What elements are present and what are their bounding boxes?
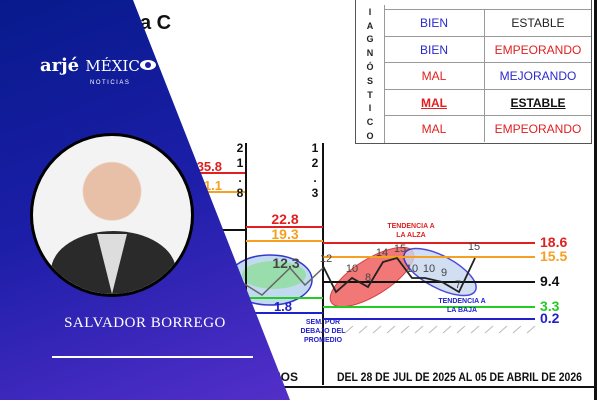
series-label: 14 (376, 247, 388, 259)
vertical-label: 8 (237, 186, 244, 200)
mid-orange-value: 19.3 (271, 226, 298, 242)
vertical-label: . (313, 171, 316, 185)
trend-cell: EMPEORANDO (494, 122, 582, 137)
mid-low-value: 1.8 (274, 299, 292, 314)
trend-cell: ESTABLE (510, 95, 566, 110)
x-tick-label (526, 325, 536, 334)
downtrend-annotation: TENDENCIA A (438, 298, 485, 305)
series-label: 7 (455, 279, 461, 291)
right-red-value: 18.6 (540, 234, 567, 250)
uptrend-ellipse (329, 246, 415, 308)
x-tick-label (456, 325, 466, 334)
series-label: 8 (365, 272, 371, 284)
side-letter: G (366, 34, 374, 45)
left-orange-value: 1.1 (204, 178, 222, 193)
series-label: 12 (320, 253, 332, 265)
table-row: BIEN EMPEORANDO (384, 35, 591, 63)
series-label: 15 (394, 243, 406, 255)
vertical-label: 1 (312, 141, 319, 155)
x-tick-label (400, 325, 410, 334)
uptrend-annotation: TENDENCIA A (387, 223, 434, 230)
x-tick-label (358, 325, 368, 334)
x-tick-label (498, 325, 508, 334)
series-line (229, 266, 324, 296)
side-letter: I (368, 6, 372, 17)
side-letter: Ó (366, 62, 374, 73)
vertical-label: 1 (237, 156, 244, 170)
eye-icon (139, 60, 156, 70)
x-tick-label (470, 325, 480, 334)
series-label: 10 (423, 263, 435, 275)
header-fragment: a C (140, 12, 172, 34)
below-mean-annotation: DEBAJO DEL (300, 328, 346, 335)
left-red-value: 35.8 (197, 159, 222, 174)
vertical-label: 2 (237, 141, 244, 155)
series-label: 15 (468, 241, 480, 253)
side-letter: I (368, 103, 372, 114)
x-tick-label (372, 325, 382, 334)
mid-red-value: 22.8 (271, 211, 298, 227)
x-tick-label (428, 325, 438, 334)
right-blue-value: 0.2 (540, 310, 560, 326)
side-letter: O (366, 131, 374, 142)
series-line (322, 256, 476, 294)
table-row: MAL EMPEORANDO (384, 115, 591, 143)
status-cell: BIEN (384, 36, 485, 63)
x-tick-label (344, 325, 354, 334)
series-label: 9 (441, 267, 447, 279)
below-mean-annotation: PROMEDIO (304, 337, 343, 344)
table-right-border (594, 0, 597, 400)
uptrend-annotation: LA ALZA (396, 232, 425, 239)
trend-cell: MEJORANDO (499, 69, 577, 84)
x-tick-label (484, 325, 494, 334)
trend-cell: ESTABLE (511, 16, 565, 30)
side-letter: T (367, 89, 373, 100)
below-mean-annotation: SEM. POR (306, 319, 340, 326)
series-label: 10 (346, 263, 358, 275)
status-cell: MAL (384, 63, 485, 90)
trend-cell: EMPEORANDO (494, 42, 582, 57)
x-tick-label (512, 325, 522, 334)
diagnosis-table: I A G N Ó S T I C O BIEN ESTABLE BIEN EMPEO… (355, 0, 592, 144)
side-letter: C (366, 117, 374, 128)
x-tick-label (386, 325, 396, 334)
x-tick-label (442, 325, 452, 334)
brand-logo: arjé MÉXIC NOTICIAS (40, 56, 156, 90)
vertical-label: 2 (312, 156, 319, 170)
table-row: MAL ESTABLE (384, 88, 591, 116)
mid-mean-value: 12.3 (272, 255, 299, 271)
avatar (30, 133, 194, 297)
right-green-value: 3.3 (540, 298, 560, 314)
divider (52, 356, 253, 358)
logo-main: arjé (40, 55, 80, 76)
status-cell: MAL (384, 89, 485, 116)
status-cell: BIEN (384, 10, 485, 36)
right-mean-value: 9.4 (540, 273, 560, 289)
person-name: SALVADOR BORREGO (64, 315, 226, 331)
date-range-footer: DEL 28 DE JUL DE 2025 AL 05 DE ABRIL DE … (337, 372, 582, 384)
diagnosis-side-label: I A G N Ó S T I C O (356, 5, 385, 143)
logo-mexico: MÉXIC (85, 57, 140, 75)
series-label: 10 (406, 263, 418, 275)
table-row: BIEN ESTABLE (384, 9, 591, 36)
side-letter: A (366, 20, 374, 31)
right-orange-value: 15.5 (540, 248, 567, 264)
table-row: MAL MEJORANDO (384, 62, 591, 90)
side-letter: N (366, 48, 374, 59)
x-tick-label (414, 325, 424, 334)
vertical-label: . (238, 171, 241, 185)
downtrend-annotation: LA BAJA (447, 307, 477, 314)
status-cell: MAL (384, 116, 485, 143)
vertical-label: 3 (312, 186, 319, 200)
side-letter: S (366, 75, 373, 86)
logo-sub: NOTICIAS (90, 80, 131, 86)
